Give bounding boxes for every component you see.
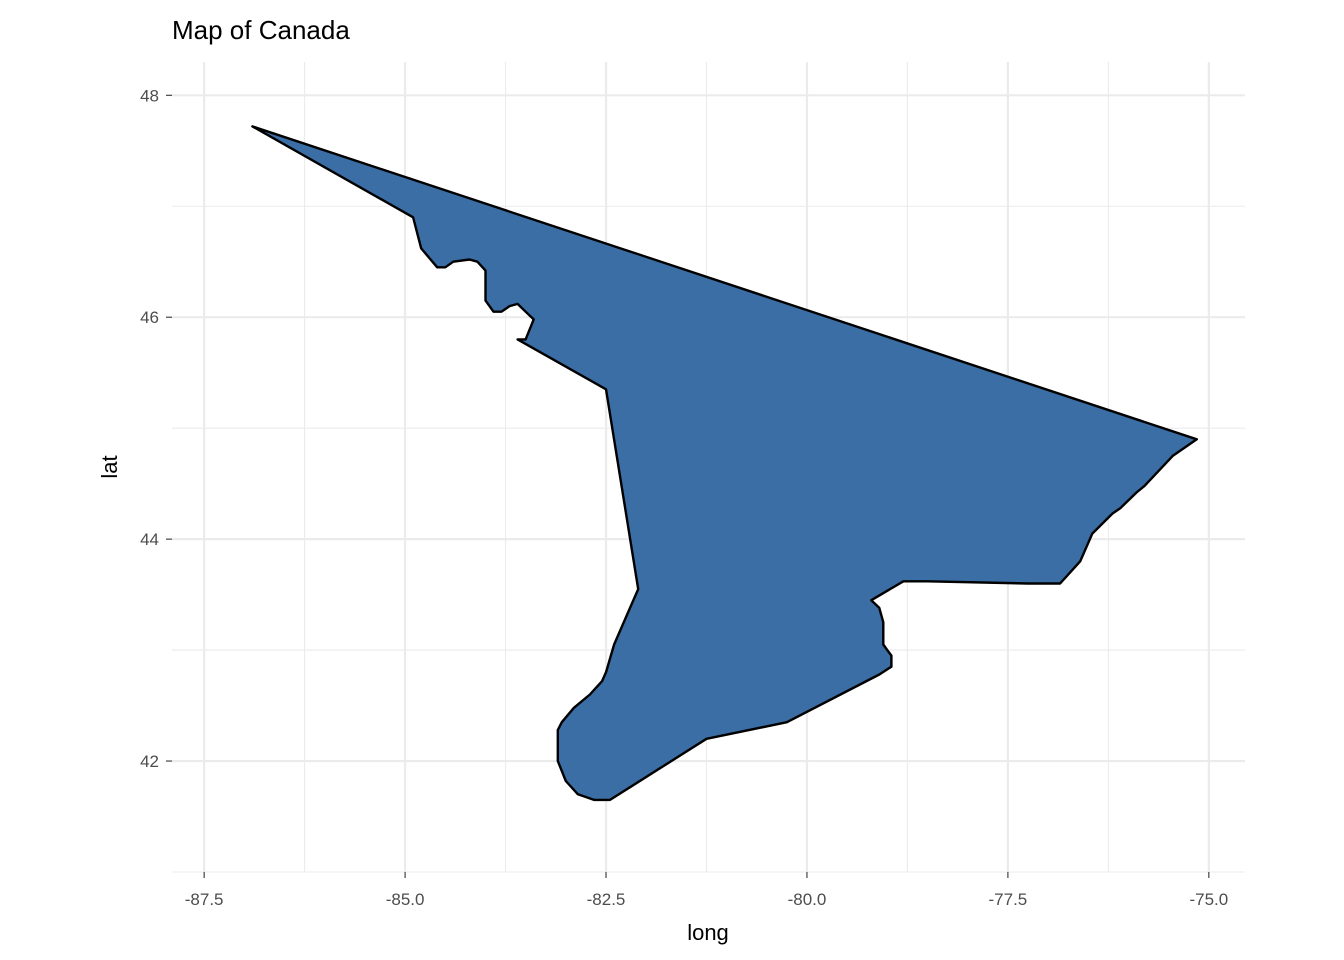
x-tick-label: -87.5 xyxy=(185,890,224,909)
x-tick-label: -82.5 xyxy=(587,890,626,909)
x-tick-label: -75.0 xyxy=(1189,890,1228,909)
map-region-polygon xyxy=(251,125,1199,802)
y-tick-label: 44 xyxy=(140,530,159,549)
data-layer xyxy=(251,125,1199,802)
y-tick-label: 48 xyxy=(140,86,159,105)
axes: -87.5 -85.0 -82.5 -80.0 -77.5 -75.0 42 44 46 48 xyxy=(140,86,1228,909)
x-axis-title: long xyxy=(687,920,729,945)
y-tick-label: 46 xyxy=(140,308,159,327)
x-tick-label: -80.0 xyxy=(788,890,827,909)
chart-title: Map of Canada xyxy=(172,15,350,45)
y-tick-label: 42 xyxy=(140,752,159,771)
x-tick-label: -77.5 xyxy=(989,890,1028,909)
x-tick-label: -85.0 xyxy=(386,890,425,909)
y-axis-title: lat xyxy=(97,455,122,478)
